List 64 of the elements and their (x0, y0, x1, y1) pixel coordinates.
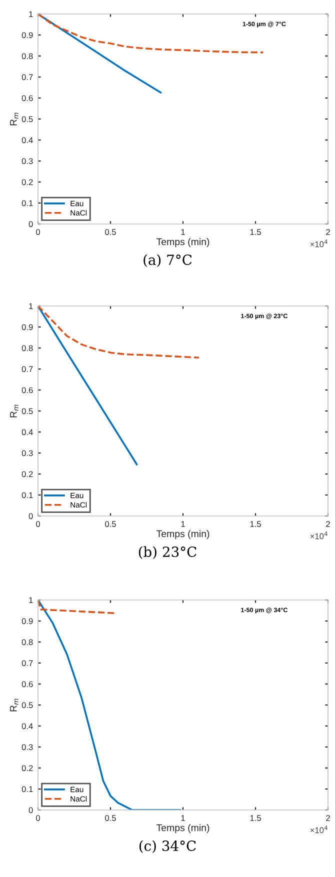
y-tick-label: 0 (28, 807, 33, 814)
text: ×10$^{4}$ (310, 532, 328, 540)
y-tick-label: 0.1 (22, 492, 33, 498)
x-tick-label: 1.5 (250, 229, 261, 235)
y-tick-label: 0 (28, 513, 33, 520)
y-axis-title: R$_{m}$ (10, 698, 18, 712)
x-tick-label: 0 (36, 521, 40, 527)
text: ×10$^{4}$ (310, 240, 328, 248)
x-tick-label: 2 (326, 229, 330, 235)
y-tick-label: 0.7 (22, 366, 33, 372)
x-axis-title: Temps (min) (156, 238, 210, 248)
y-tick-label: 0.6 (22, 95, 33, 102)
x-axis-title: Temps (min) (156, 824, 210, 834)
y-tick-label: 0.4 (22, 137, 33, 144)
y-tick-label: 0.7 (22, 660, 33, 666)
x-tick-label: 1 (181, 815, 185, 821)
y-tick-label: 0.3 (22, 744, 33, 750)
y-tick-label: 0.2 (22, 179, 33, 186)
text: ×10$^{4}$ (310, 826, 328, 834)
y-tick-label: 0.6 (22, 387, 33, 394)
line-series (38, 14, 264, 54)
x-tick-label: 0.5 (105, 521, 116, 527)
y-axis-title: R$_{m}$ (10, 112, 18, 126)
y-tick-label: 0.4 (22, 429, 33, 436)
y-tick-label: 0.1 (22, 200, 33, 206)
line-series (38, 14, 162, 94)
text: (c) 34°C (139, 840, 196, 853)
y-tick-label: 0.8 (22, 345, 33, 352)
y-tick-label: 1 (29, 11, 33, 18)
x-tick-label: 0 (36, 229, 40, 235)
y-tick-label: 0.1 (22, 786, 33, 792)
x-axis-title: Temps (min) (156, 530, 210, 540)
y-tick-label: 0.9 (22, 32, 33, 38)
text: (a) 7°C (144, 254, 192, 267)
y-tick-label: 0.3 (22, 158, 33, 164)
y-tick-label: 0.9 (22, 324, 33, 330)
x-tick-label: 0.5 (105, 229, 116, 235)
x-tick-label: 2 (326, 815, 330, 821)
y-tick-label: 0.6 (22, 681, 33, 688)
y-tick-label: 1 (29, 303, 33, 310)
y-axis-title: R$_{m}$ (10, 404, 18, 418)
x-tick-label: 1.5 (250, 815, 261, 821)
line-series (38, 306, 138, 466)
text: (b) 23°C (138, 546, 196, 559)
y-tick-label: 0.5 (22, 702, 33, 708)
x-tick-label: 1.5 (250, 521, 261, 527)
y-tick-label: 0 (28, 221, 33, 228)
y-tick-label: 0.8 (22, 53, 33, 60)
y-tick-label: 1 (29, 597, 33, 604)
x-tick-label: 0.5 (105, 815, 116, 821)
x-tick-label: 0 (36, 815, 40, 821)
y-tick-label: 0.2 (22, 471, 33, 478)
y-tick-label: 0.9 (22, 618, 33, 624)
x-tick-label: 2 (326, 521, 330, 527)
y-tick-label: 0.3 (22, 450, 33, 456)
y-tick-label: 0.5 (22, 116, 33, 122)
y-tick-label: 0.2 (22, 765, 33, 772)
y-tick-label: 0.7 (22, 74, 33, 80)
y-tick-label: 0.8 (22, 639, 33, 646)
y-tick-label: 0.4 (22, 723, 33, 730)
x-tick-label: 1 (181, 521, 185, 527)
x-tick-label: 1 (181, 229, 185, 235)
y-tick-label: 0.5 (22, 408, 33, 414)
line-series (38, 306, 200, 359)
